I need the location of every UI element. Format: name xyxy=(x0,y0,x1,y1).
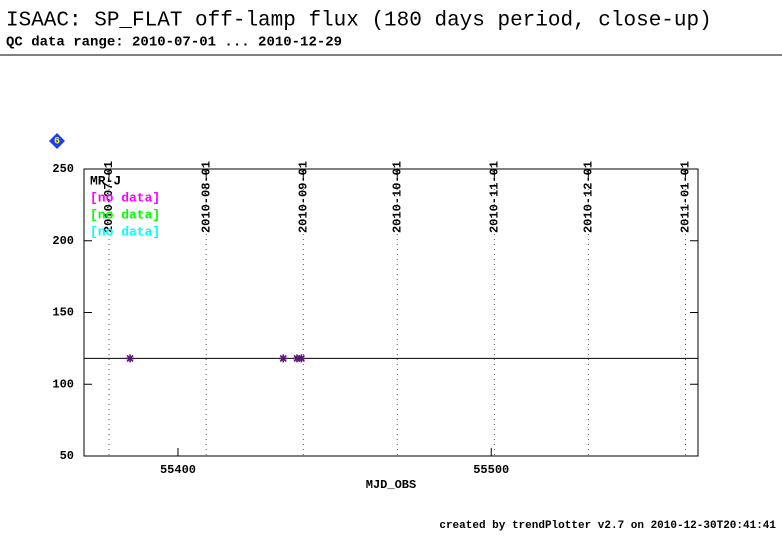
chart-title: ISAAC: SP_FLAT off-lamp flux (180 days p… xyxy=(6,10,712,33)
date-tick-label: 2010-12-01 xyxy=(582,161,596,233)
point xyxy=(279,354,288,363)
badge-icon xyxy=(49,133,65,149)
date-tick-label: 2010-09-01 xyxy=(296,161,310,233)
y-tick-label: 250 xyxy=(52,162,74,176)
y-tick-label: 50 xyxy=(60,449,74,463)
date-tick-label: 2010-11-01 xyxy=(488,161,502,233)
y-tick-label: 100 xyxy=(52,377,74,391)
date-tick-label: 2010-07-01 xyxy=(102,161,116,233)
legend-entry: MR-J xyxy=(90,173,121,188)
x-tick-label: 55500 xyxy=(473,463,509,477)
y-tick-label: 150 xyxy=(52,306,74,320)
point xyxy=(293,354,302,363)
x-tick-label: 55400 xyxy=(160,463,196,477)
date-tick-label: 2010-10-01 xyxy=(390,161,404,233)
point xyxy=(297,354,306,363)
point xyxy=(126,354,135,363)
date-tick-label: 2010-08-01 xyxy=(199,161,213,233)
legend-entry: [no data] xyxy=(90,224,160,239)
x-axis-label: MJD_OBS xyxy=(366,478,416,492)
legend-entry: [no data] xyxy=(90,190,160,205)
chart-subtitle: QC data range: 2010-07-01 ... 2010-12-29 xyxy=(6,35,342,51)
legend-entry: [no data] xyxy=(90,207,160,222)
date-tick-label: 2011-01-01 xyxy=(679,161,693,233)
y-tick-label: 200 xyxy=(52,234,74,248)
badge: 6 xyxy=(54,137,60,148)
footer: created by trendPlotter v2.7 on 2010-12-… xyxy=(439,520,776,532)
